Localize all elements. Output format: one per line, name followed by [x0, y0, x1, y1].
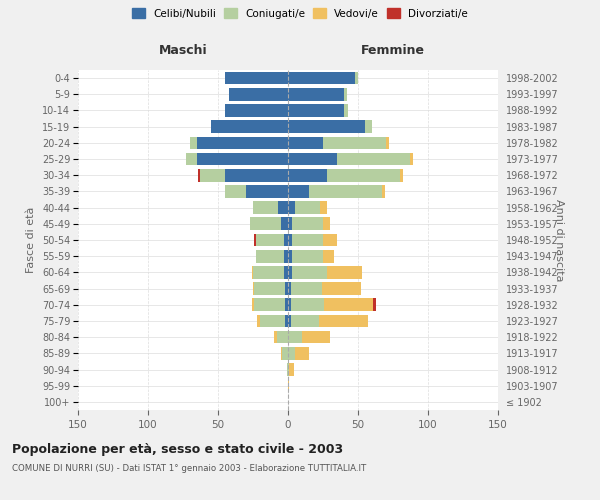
- Bar: [288, 266, 292, 278]
- Bar: [254, 234, 256, 246]
- Text: Popolazione per età, sesso e stato civile - 2003: Popolazione per età, sesso e stato civil…: [12, 442, 343, 456]
- Bar: [288, 88, 344, 101]
- Bar: [256, 234, 284, 246]
- Bar: [373, 298, 376, 311]
- Bar: [400, 169, 403, 181]
- Bar: [337, 152, 410, 166]
- Bar: [344, 104, 348, 117]
- Bar: [254, 298, 285, 311]
- Bar: [288, 185, 309, 198]
- Bar: [288, 380, 289, 392]
- Bar: [250, 218, 281, 230]
- Text: Maschi: Maschi: [158, 44, 208, 58]
- Bar: [295, 202, 320, 214]
- Bar: [256, 250, 284, 262]
- Bar: [288, 347, 295, 360]
- Bar: [288, 250, 292, 262]
- Bar: [254, 282, 285, 295]
- Bar: [281, 347, 283, 360]
- Bar: [284, 266, 288, 278]
- Bar: [386, 136, 389, 149]
- Bar: [327, 169, 400, 181]
- Bar: [320, 202, 327, 214]
- Bar: [253, 282, 254, 295]
- Bar: [355, 72, 358, 85]
- Bar: [190, 136, 197, 149]
- Bar: [327, 266, 362, 278]
- Bar: [197, 152, 288, 166]
- Bar: [288, 169, 327, 181]
- Bar: [284, 234, 288, 246]
- Text: COMUNE DI NURRI (SU) - Dati ISTAT 1° gennaio 2003 - Elaborazione TUTTITALIA.IT: COMUNE DI NURRI (SU) - Dati ISTAT 1° gen…: [12, 464, 366, 473]
- Bar: [325, 298, 373, 311]
- Bar: [291, 314, 319, 328]
- Bar: [344, 88, 347, 101]
- Bar: [323, 234, 337, 246]
- Bar: [246, 185, 288, 198]
- Text: Femmine: Femmine: [361, 44, 425, 58]
- Bar: [287, 363, 288, 376]
- Bar: [288, 104, 344, 117]
- Bar: [288, 202, 295, 214]
- Bar: [288, 136, 323, 149]
- Bar: [211, 120, 288, 133]
- Bar: [288, 282, 291, 295]
- Bar: [292, 250, 323, 262]
- Bar: [291, 282, 322, 295]
- Bar: [229, 88, 288, 101]
- Bar: [410, 152, 413, 166]
- Bar: [322, 282, 361, 295]
- Bar: [323, 250, 334, 262]
- Bar: [319, 314, 368, 328]
- Bar: [288, 72, 355, 85]
- Bar: [253, 202, 278, 214]
- Bar: [274, 331, 277, 344]
- Bar: [288, 363, 289, 376]
- Bar: [288, 152, 337, 166]
- Bar: [281, 218, 288, 230]
- Bar: [200, 169, 225, 181]
- Bar: [197, 136, 288, 149]
- Bar: [323, 218, 330, 230]
- Bar: [288, 234, 292, 246]
- Bar: [186, 152, 197, 166]
- Bar: [285, 314, 288, 328]
- Bar: [288, 218, 292, 230]
- Bar: [225, 104, 288, 117]
- Y-axis label: Anni di nascita: Anni di nascita: [554, 198, 564, 281]
- Bar: [288, 120, 365, 133]
- Bar: [288, 331, 302, 344]
- Bar: [251, 298, 254, 311]
- Bar: [260, 314, 285, 328]
- Bar: [253, 266, 284, 278]
- Bar: [289, 363, 293, 376]
- Bar: [292, 266, 327, 278]
- Bar: [251, 266, 253, 278]
- Bar: [283, 347, 288, 360]
- Bar: [277, 331, 288, 344]
- Bar: [309, 185, 382, 198]
- Bar: [199, 169, 200, 181]
- Bar: [257, 314, 260, 328]
- Bar: [225, 169, 288, 181]
- Bar: [288, 298, 291, 311]
- Bar: [225, 185, 246, 198]
- Bar: [225, 72, 288, 85]
- Bar: [382, 185, 385, 198]
- Bar: [278, 202, 288, 214]
- Y-axis label: Fasce di età: Fasce di età: [26, 207, 37, 273]
- Bar: [291, 298, 325, 311]
- Bar: [284, 250, 288, 262]
- Bar: [288, 314, 291, 328]
- Legend: Celibi/Nubili, Coniugati/e, Vedovi/e, Divorziati/e: Celibi/Nubili, Coniugati/e, Vedovi/e, Di…: [129, 5, 471, 21]
- Bar: [285, 298, 288, 311]
- Bar: [302, 331, 330, 344]
- Bar: [295, 347, 309, 360]
- Bar: [292, 234, 323, 246]
- Bar: [323, 136, 386, 149]
- Bar: [365, 120, 372, 133]
- Bar: [285, 282, 288, 295]
- Bar: [292, 218, 323, 230]
